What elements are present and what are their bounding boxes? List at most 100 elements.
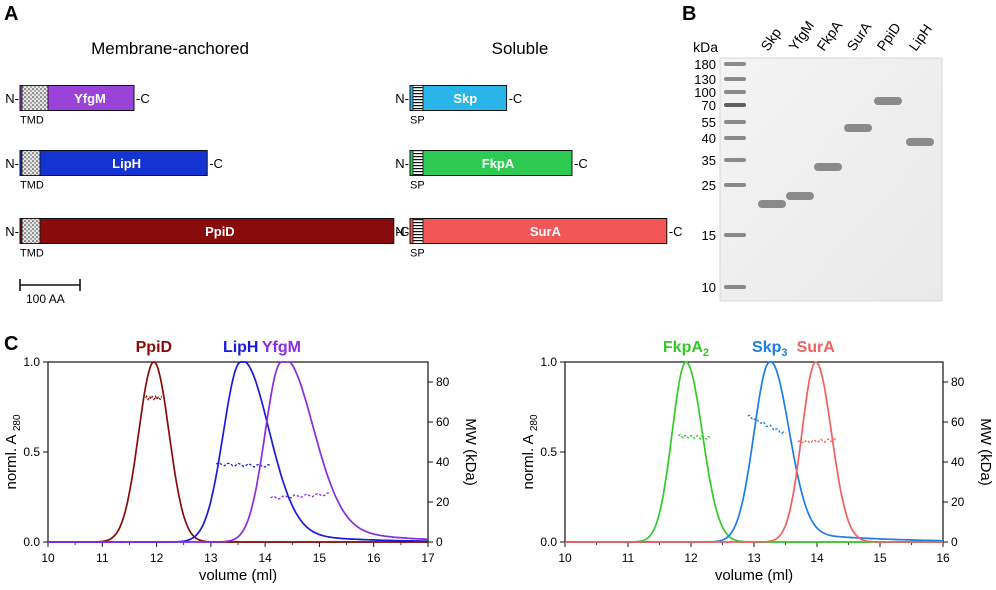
marker-band-10 bbox=[724, 285, 746, 289]
marker-label-15: 15 bbox=[702, 228, 716, 243]
tmd-segment bbox=[21, 85, 49, 111]
marker-band-55 bbox=[724, 120, 746, 124]
protein-name-yfgm: YfgM bbox=[74, 91, 106, 106]
scale-bar-label: 100 AA bbox=[26, 292, 65, 306]
mw-trace-liph bbox=[215, 461, 271, 468]
y-tick-label-0.5: 0.5 bbox=[23, 445, 40, 459]
x-tick-label-16: 16 bbox=[936, 551, 950, 565]
marker-band-130 bbox=[724, 77, 746, 81]
band-fkpa bbox=[814, 163, 842, 171]
x-tick-label-17: 17 bbox=[421, 551, 435, 565]
marker-label-55: 55 bbox=[702, 115, 716, 130]
marker-label-180: 180 bbox=[694, 57, 716, 72]
signal-peptide-segment bbox=[412, 85, 424, 111]
marker-label-35: 35 bbox=[702, 153, 716, 168]
band-ppid bbox=[874, 97, 902, 105]
y2-tick-label-80: 80 bbox=[436, 375, 450, 389]
lane-label-yfgm: YfgM bbox=[785, 18, 817, 54]
n-terminus-label: N- bbox=[5, 224, 19, 239]
protein-name-fkpa: FkpA bbox=[482, 156, 515, 171]
trace-yfgm bbox=[48, 361, 429, 543]
y2-tick-label-60: 60 bbox=[436, 415, 450, 429]
c-terminus-label: -C bbox=[574, 156, 588, 171]
protein-name-liph: LipH bbox=[112, 156, 141, 171]
tmd-label: TMD bbox=[20, 115, 44, 127]
sec-chart-soluble: 10 11 12 13 14 15 16 0.0 0.5 1.0 0 20 40 60 80 volume (… bbox=[520, 339, 994, 584]
x-tick-label-11: 11 bbox=[96, 551, 109, 565]
y2-tick-label-40: 40 bbox=[436, 455, 450, 469]
signal-peptide-segment bbox=[412, 218, 424, 244]
sp-label: SP bbox=[410, 180, 425, 192]
series-label-skp: Skp3 bbox=[752, 339, 787, 359]
tmd-label: TMD bbox=[20, 248, 44, 260]
series-label-sura: SurA bbox=[797, 339, 836, 356]
y-axis-label: norml. A 280 bbox=[520, 414, 540, 489]
x-tick-label-13: 13 bbox=[204, 551, 218, 565]
y2-tick-label-80: 80 bbox=[951, 375, 965, 389]
trace-skp bbox=[565, 361, 943, 543]
gel-image bbox=[719, 57, 943, 302]
sec-chart-membrane: 10 11 12 13 14 15 16 17 0.0 0.5 1.0 0 20 40 60 80 volume… bbox=[3, 339, 479, 584]
plot-frame bbox=[564, 361, 944, 543]
c-terminus-label: -C bbox=[669, 224, 683, 239]
sp-label: SP bbox=[410, 115, 425, 127]
protein-name-skp: Skp bbox=[453, 91, 477, 106]
marker-band-15 bbox=[724, 233, 746, 237]
protein-body-sura bbox=[409, 218, 668, 244]
x-tick-label-15: 15 bbox=[313, 551, 327, 565]
signal-peptide-segment bbox=[412, 150, 424, 176]
x-tick-label-15: 15 bbox=[873, 551, 887, 565]
trace-ppid bbox=[48, 361, 428, 543]
series-label-ppid: PpiD bbox=[136, 339, 172, 356]
series-label-yfgm: YfgM bbox=[262, 339, 301, 356]
domain-sura: N-SP SurA -C bbox=[395, 218, 683, 260]
c-terminus-label: -C bbox=[396, 224, 410, 239]
mw-trace-sura bbox=[797, 438, 837, 445]
n-terminus-label: N- bbox=[395, 224, 409, 239]
lane-label-ppid: PpiD bbox=[873, 20, 904, 54]
domain-liph: N-TMD LipH -C bbox=[5, 150, 223, 192]
y2-tick-label-60: 60 bbox=[951, 415, 965, 429]
x-tick-label-13: 13 bbox=[747, 551, 761, 565]
membrane-anchored-header: Membrane-anchored bbox=[91, 39, 249, 58]
x-tick-label-14: 14 bbox=[258, 551, 272, 565]
marker-band-180 bbox=[724, 62, 746, 66]
marker-band-40 bbox=[724, 136, 746, 140]
tmd-segment bbox=[21, 218, 41, 244]
n-terminus-label: N- bbox=[395, 156, 409, 171]
marker-label-130: 130 bbox=[694, 72, 716, 87]
lane-label-skp: Skp bbox=[757, 25, 784, 54]
mw-trace-yfgm bbox=[270, 492, 331, 500]
x-tick-label-16: 16 bbox=[367, 551, 381, 565]
n-terminus-label: N- bbox=[395, 91, 409, 106]
protein-body-ppid bbox=[19, 218, 395, 244]
scale-bar: 100 AA bbox=[19, 279, 81, 306]
y-tick-label-1.0: 1.0 bbox=[540, 355, 557, 369]
marker-band-70 bbox=[724, 103, 746, 107]
x-tick-label-10: 10 bbox=[41, 551, 55, 565]
band-yfgm bbox=[786, 192, 814, 200]
protein-body-skp bbox=[409, 85, 508, 111]
y2-tick-label-0: 0 bbox=[436, 535, 443, 549]
panel-label-c: C bbox=[4, 333, 18, 355]
y2-tick-label-40: 40 bbox=[951, 455, 965, 469]
marker-label-40: 40 bbox=[702, 131, 716, 146]
x-tick-label-11: 11 bbox=[622, 551, 635, 565]
mw-trace-fkpa bbox=[677, 433, 711, 440]
marker-band-100 bbox=[724, 90, 746, 94]
band-skp bbox=[758, 200, 786, 208]
x-tick-label-14: 14 bbox=[810, 551, 824, 565]
y-tick-label-1.0: 1.0 bbox=[23, 355, 40, 369]
y-axis-label-subscript: 280 bbox=[12, 414, 23, 431]
c-terminus-label: -C bbox=[209, 156, 223, 171]
series-label-subscript: 2 bbox=[703, 347, 709, 359]
domain-fkpa: N-SP FkpA -C bbox=[395, 150, 588, 192]
y2-tick-label-0: 0 bbox=[951, 535, 958, 549]
soluble-header: Soluble bbox=[492, 39, 549, 58]
marker-label-70: 70 bbox=[702, 98, 716, 113]
trace-sura bbox=[565, 361, 943, 543]
y2-axis-label: MW (kDa) bbox=[977, 418, 994, 486]
series-label-liph: LipH bbox=[223, 339, 259, 356]
band-liph bbox=[906, 138, 934, 146]
